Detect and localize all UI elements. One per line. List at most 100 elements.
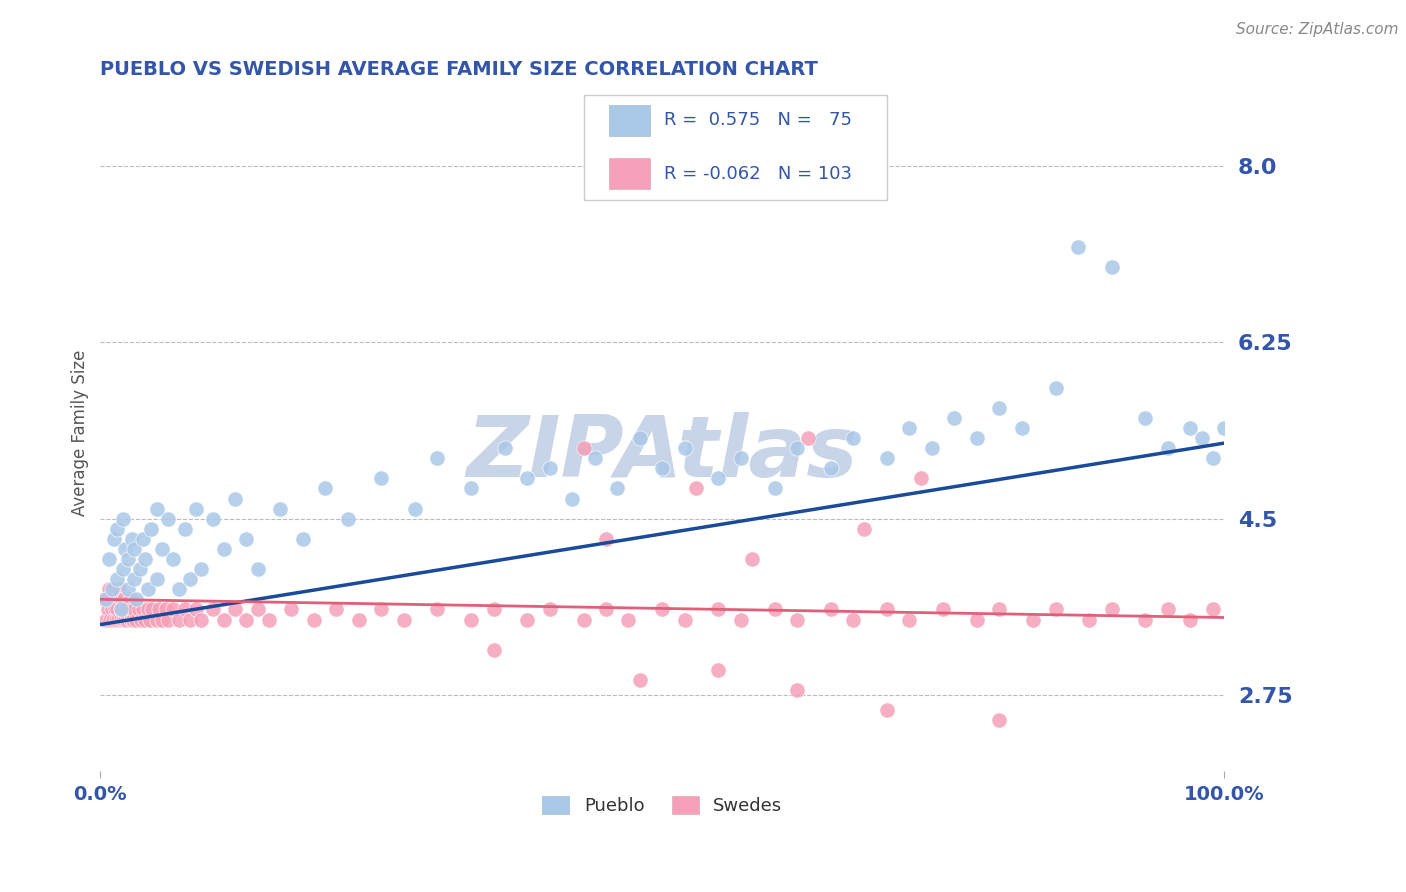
Point <box>673 613 696 627</box>
Point <box>786 683 808 698</box>
Point <box>167 613 190 627</box>
Point <box>105 602 128 616</box>
Text: R = -0.062   N = 103: R = -0.062 N = 103 <box>665 165 852 183</box>
Point <box>105 592 128 607</box>
Point <box>910 471 932 485</box>
Point <box>1101 602 1123 616</box>
Point <box>128 602 150 616</box>
Text: ZIPAtlas: ZIPAtlas <box>467 412 858 495</box>
Point <box>190 613 212 627</box>
Point <box>651 461 673 475</box>
Point <box>482 602 505 616</box>
Point <box>1101 260 1123 274</box>
Point <box>460 482 482 496</box>
Point <box>1202 451 1225 466</box>
Point <box>628 431 651 445</box>
Point <box>280 602 302 616</box>
Point <box>125 613 148 627</box>
Point <box>111 512 134 526</box>
Point <box>797 431 820 445</box>
Point <box>103 582 125 597</box>
Point <box>134 613 156 627</box>
Point <box>1045 602 1067 616</box>
Point <box>155 602 177 616</box>
Point <box>132 602 155 616</box>
Text: PUEBLO VS SWEDISH AVERAGE FAMILY SIZE CORRELATION CHART: PUEBLO VS SWEDISH AVERAGE FAMILY SIZE CO… <box>100 60 818 78</box>
Point <box>1180 613 1202 627</box>
Point <box>184 501 207 516</box>
Point <box>673 441 696 455</box>
Point <box>1213 421 1236 435</box>
Point <box>105 522 128 536</box>
Point <box>100 602 122 616</box>
Point <box>460 613 482 627</box>
Point <box>117 613 139 627</box>
FancyBboxPatch shape <box>609 158 650 189</box>
Point <box>125 592 148 607</box>
Point <box>426 602 449 616</box>
Text: Source: ZipAtlas.com: Source: ZipAtlas.com <box>1236 22 1399 37</box>
Point <box>842 431 865 445</box>
Point <box>128 562 150 576</box>
Point <box>595 602 617 616</box>
Point <box>136 582 159 597</box>
Point <box>561 491 583 506</box>
Point <box>112 592 135 607</box>
Point <box>129 613 152 627</box>
Point <box>110 613 132 627</box>
Point <box>145 613 167 627</box>
Point <box>302 613 325 627</box>
Point <box>538 461 561 475</box>
Point <box>685 482 707 496</box>
Point <box>943 411 966 425</box>
Point <box>212 613 235 627</box>
Point <box>145 501 167 516</box>
Point <box>606 482 628 496</box>
Point <box>325 602 347 616</box>
Point <box>966 431 988 445</box>
Point <box>1157 441 1180 455</box>
Point <box>988 401 1011 415</box>
Point <box>628 673 651 687</box>
Point <box>100 613 122 627</box>
Point <box>1157 602 1180 616</box>
Point <box>111 562 134 576</box>
Point <box>1180 421 1202 435</box>
Point <box>707 663 730 677</box>
Point <box>114 541 136 556</box>
Point <box>426 451 449 466</box>
Point <box>97 602 120 616</box>
Point <box>105 613 128 627</box>
Point <box>651 602 673 616</box>
Point <box>150 541 173 556</box>
Point <box>110 602 132 616</box>
Point <box>516 471 538 485</box>
Point <box>162 602 184 616</box>
Point <box>156 613 179 627</box>
Point <box>122 602 145 616</box>
Point <box>1045 381 1067 395</box>
Point <box>111 592 134 607</box>
Point <box>516 613 538 627</box>
Point <box>224 602 246 616</box>
Point <box>876 451 898 466</box>
Point <box>111 602 134 616</box>
Point <box>150 613 173 627</box>
Point <box>842 613 865 627</box>
Point <box>853 522 876 536</box>
Point <box>1011 421 1033 435</box>
Point <box>392 613 415 627</box>
Point <box>121 532 143 546</box>
Point <box>94 613 117 627</box>
Point <box>246 562 269 576</box>
Point <box>184 602 207 616</box>
Point <box>1067 239 1090 253</box>
Point <box>583 451 606 466</box>
Point <box>1022 613 1045 627</box>
Text: R =  0.575   N =   75: R = 0.575 N = 75 <box>665 112 852 129</box>
Point <box>876 602 898 616</box>
Point <box>118 592 141 607</box>
Point <box>820 461 842 475</box>
Point <box>898 421 921 435</box>
Point <box>136 602 159 616</box>
